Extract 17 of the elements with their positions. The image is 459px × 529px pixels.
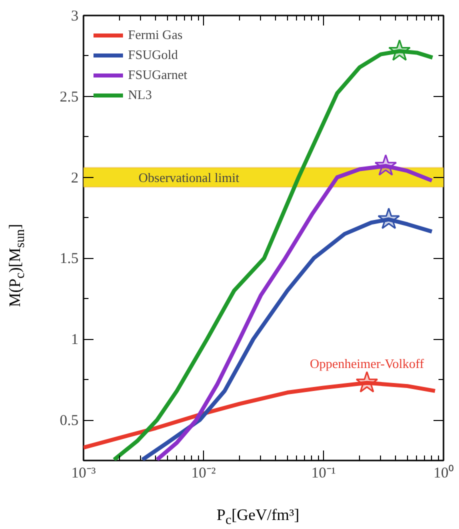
y-tick-label: 0.5	[60, 413, 78, 430]
x-tick-label: 10⁻¹	[311, 466, 336, 482]
x-tick-label: 10⁻²	[191, 466, 216, 482]
band-label: Observational limit	[138, 170, 240, 185]
legend-label: NL3	[128, 87, 152, 103]
y-tick-label: 2	[71, 170, 78, 186]
y-tick-label: 1.5	[60, 251, 78, 268]
annotation: Oppenheimer-Volkoff	[310, 356, 425, 371]
x-axis-title: P$_{c}$[GeV/fm³]	[216, 506, 300, 529]
x-tick-label: 10⁰	[434, 464, 454, 482]
legend-label: Fermi Gas	[128, 27, 183, 43]
legend-label: FSUGold	[128, 47, 178, 63]
y-tick-label: 3	[71, 8, 78, 24]
x-tick-label: 10⁻³	[71, 466, 96, 482]
legend-label: FSUGarnet	[128, 67, 188, 83]
y-tick-label: 2.5	[60, 89, 78, 106]
y-tick-label: 1	[71, 332, 78, 348]
